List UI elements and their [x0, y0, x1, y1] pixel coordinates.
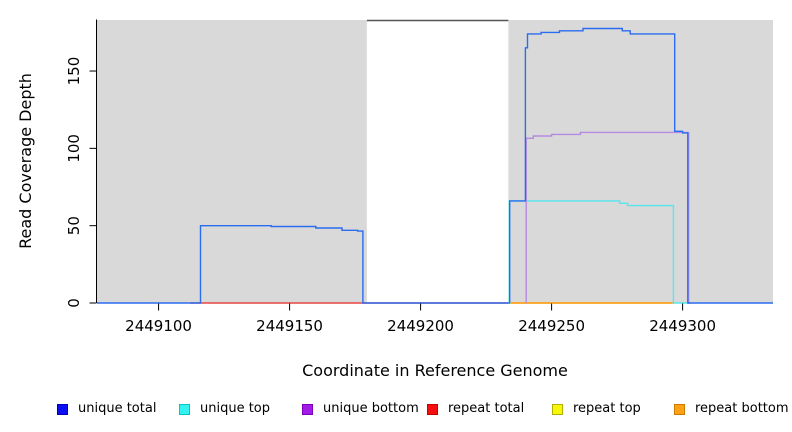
unique-bottom-swatch-icon [302, 403, 313, 415]
legend-label: repeat top [573, 401, 641, 416]
series-unique-total [97, 27, 773, 304]
x-tick-label: 2449200 [387, 317, 454, 335]
legend-item-repeat-total: repeat total [427, 398, 524, 420]
series-lines [97, 27, 773, 304]
legend-label: unique top [200, 401, 271, 416]
legend-item-repeat-bottom: repeat bottom [674, 398, 789, 420]
legend-label: unique bottom [323, 401, 419, 416]
repeat-bottom-swatch-icon [674, 403, 685, 415]
y-tick-label: 150 [65, 57, 83, 86]
y-tick-label: 0 [65, 298, 83, 308]
repeat-total-swatch-icon [427, 403, 438, 415]
y-axis-title: Read Coverage Depth [16, 73, 35, 249]
unique-top-swatch-icon [179, 403, 190, 415]
series-unique-top [508, 200, 688, 304]
axes: 0 50 100 150 2449100 2449150 2449200 2449250 244… [65, 19, 716, 335]
shaded-regions [97, 20, 773, 303]
legend-label: repeat bottom [695, 401, 789, 416]
x-tick-label: 2449150 [256, 317, 323, 335]
legend: unique total unique top unique bottom re… [0, 398, 792, 424]
y-tick-label: 100 [65, 134, 83, 163]
series-unique-bottom [525, 131, 691, 304]
y-tick-label: 50 [65, 216, 83, 235]
x-tick-label: 2449300 [649, 317, 716, 335]
shaded-region-1 [97, 20, 367, 303]
x-tick-label: 2449250 [518, 317, 585, 335]
legend-item-unique-total: unique total [57, 398, 156, 420]
legend-item-unique-top: unique top [179, 398, 270, 420]
repeat-top-swatch-icon [552, 403, 563, 415]
legend-item-repeat-top: repeat top [552, 398, 641, 420]
unique-total-swatch-icon [57, 403, 68, 415]
legend-item-unique-bottom: unique bottom [302, 398, 419, 420]
legend-label: unique total [78, 401, 157, 416]
x-axis-title: Coordinate in Reference Genome [302, 361, 568, 380]
legend-label: repeat total [448, 401, 525, 416]
shaded-region-2 [508, 20, 773, 303]
x-tick-label: 2449100 [125, 317, 192, 335]
